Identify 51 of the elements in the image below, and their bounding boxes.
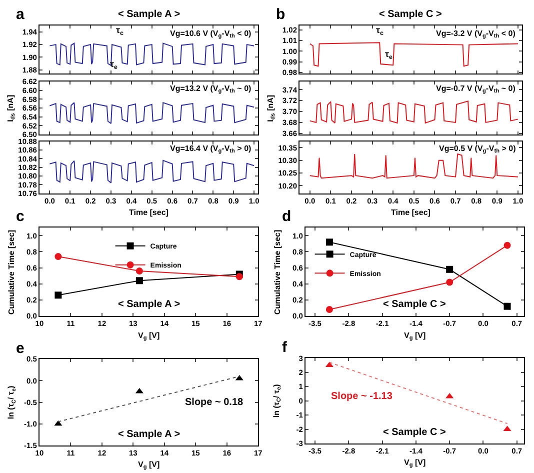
x-axis-title: V$_{g}$ [V] [138,460,160,471]
line-series [49,42,255,66]
point [54,292,62,299]
annotation: < Sample C > [383,427,446,438]
line-series [309,154,518,179]
annotation: Vg=-0.7 V (V$_{g}$-V$_{th}$ ~ 0) [436,84,516,95]
point [326,238,333,246]
chart-title: a [16,6,25,23]
line-series [49,102,255,124]
annotation: Slope ~ -1.13 [331,391,393,402]
chart-title: f [282,339,288,356]
chart-subtitle: < Sample C > [379,9,442,20]
line-series [309,42,518,67]
point [504,302,511,310]
point [504,242,511,249]
point [236,273,243,280]
annotation: Vg=13.2 V (V$_{g}$-V$_{th}$ ~ 0) [170,84,252,95]
annotation: < Sample C > [383,299,446,310]
chart-title: c [16,208,24,225]
y-axis-title: Cumulative Time [sec] [7,230,16,315]
annotation: Vg=0.5 V (V$_{g}$-V$_{th}$ > 0) [439,144,516,155]
x-axis-title: Time [sec] [129,208,169,217]
annotation: < Sample A > [118,299,180,310]
x-axis-title: Time [sec] [391,208,431,217]
line-series [49,160,255,184]
annotation: Vg=10.6 V (V$_{g}$-V$_{th}$ < 0) [170,29,252,40]
line-series [309,100,518,124]
annotation: Vg=-3.2 V (V$_{g}$-V$_{th}$ < 0) [436,29,516,40]
annotation: τ$_{e}$ [385,49,394,61]
chart-subtitle: < Sample A > [118,9,180,20]
chart-title: e [16,340,24,357]
point [326,306,333,314]
annotation: τ$_{e}$ [110,59,118,71]
chart-title: d [282,208,292,225]
annotation: Vg=16.4 V (V$_{g}$-V$_{th}$ > 0) [170,144,252,155]
point [446,266,454,273]
point [136,268,143,274]
x-axis-title: V$_{g}$ [V] [138,331,160,342]
chart-title: b [276,6,286,23]
point [135,388,144,394]
annotation: τ$_{c}$ [376,25,384,37]
x-axis-title: V$_{g}$ [V] [404,458,426,469]
y-axis-title: Cumulative Time [sec] [273,230,282,315]
point [54,253,62,260]
annotation: < Sample A > [118,429,180,440]
x-axis-title: V$_{g}$ [V] [404,331,426,342]
point [446,278,454,286]
annotation: τ$_{c}$ [116,25,124,37]
annotation: Slope ~ 0.18 [185,397,244,408]
point [54,420,62,426]
point [136,277,143,284]
